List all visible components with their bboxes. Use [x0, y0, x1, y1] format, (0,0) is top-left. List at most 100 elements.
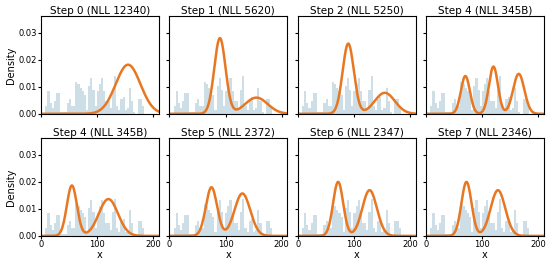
Bar: [373, 106, 375, 114]
Bar: [518, 112, 520, 114]
Bar: [493, 223, 495, 236]
Bar: [383, 230, 385, 236]
Bar: [382, 110, 383, 114]
Bar: [82, 92, 84, 114]
Bar: [341, 95, 343, 114]
Bar: [52, 108, 54, 114]
Bar: [270, 228, 272, 236]
Bar: [317, 234, 319, 236]
Title: Step 1 (NLL 5620): Step 1 (NLL 5620): [181, 6, 275, 15]
Bar: [234, 223, 236, 236]
Bar: [133, 112, 135, 114]
Bar: [358, 78, 360, 114]
Bar: [227, 84, 229, 114]
Bar: [336, 88, 338, 114]
Bar: [67, 225, 69, 236]
Bar: [499, 77, 501, 114]
Bar: [432, 214, 435, 236]
Title: Step 0 (NLL 12340): Step 0 (NLL 12340): [50, 6, 150, 15]
Bar: [450, 112, 452, 114]
X-axis label: x: x: [97, 251, 103, 260]
Bar: [462, 84, 465, 114]
Bar: [377, 221, 379, 236]
Bar: [232, 214, 234, 236]
Bar: [319, 234, 321, 236]
Bar: [257, 210, 259, 236]
Bar: [255, 108, 257, 114]
Bar: [458, 228, 460, 236]
Bar: [268, 221, 270, 236]
Bar: [217, 86, 218, 114]
Bar: [82, 214, 84, 236]
Bar: [189, 234, 191, 236]
Bar: [50, 103, 52, 114]
Bar: [454, 99, 456, 114]
Bar: [497, 90, 499, 114]
Bar: [302, 228, 304, 236]
Bar: [343, 110, 345, 114]
Bar: [105, 223, 107, 236]
Bar: [306, 103, 309, 114]
Bar: [479, 228, 482, 236]
Bar: [388, 101, 390, 114]
Bar: [488, 214, 491, 236]
Bar: [328, 228, 330, 236]
Bar: [186, 215, 189, 236]
Bar: [71, 106, 73, 114]
Bar: [99, 84, 101, 114]
Bar: [249, 99, 251, 114]
Bar: [195, 103, 197, 114]
Bar: [478, 212, 479, 236]
Bar: [69, 99, 71, 114]
Bar: [201, 228, 204, 236]
Bar: [379, 219, 382, 236]
Bar: [206, 206, 208, 236]
Bar: [460, 82, 462, 114]
Bar: [324, 225, 326, 236]
Bar: [52, 230, 54, 236]
Bar: [218, 201, 221, 236]
Bar: [508, 219, 510, 236]
Bar: [360, 214, 362, 236]
Bar: [347, 201, 349, 236]
Bar: [182, 101, 184, 114]
Bar: [345, 208, 347, 236]
Bar: [112, 90, 114, 114]
Bar: [518, 234, 520, 236]
Bar: [60, 112, 62, 114]
Bar: [97, 92, 99, 114]
Bar: [375, 232, 377, 236]
Bar: [118, 110, 121, 114]
Bar: [447, 112, 450, 114]
Bar: [454, 221, 456, 236]
Bar: [390, 112, 392, 114]
Bar: [341, 217, 343, 236]
Title: Step 5 (NLL 2372): Step 5 (NLL 2372): [181, 128, 275, 138]
Bar: [180, 108, 182, 114]
Bar: [48, 92, 50, 114]
Bar: [129, 210, 131, 236]
Bar: [200, 106, 201, 114]
Bar: [121, 99, 123, 114]
Bar: [116, 228, 118, 236]
Bar: [458, 106, 460, 114]
Bar: [255, 230, 257, 236]
Bar: [131, 101, 133, 114]
Bar: [107, 101, 109, 114]
Bar: [101, 201, 103, 236]
Bar: [251, 219, 253, 236]
Bar: [212, 95, 215, 114]
Bar: [450, 234, 452, 236]
Bar: [443, 215, 445, 236]
Bar: [452, 103, 454, 114]
Bar: [184, 93, 186, 114]
Bar: [140, 221, 142, 236]
Bar: [309, 230, 311, 236]
Bar: [473, 208, 476, 236]
Bar: [229, 201, 232, 236]
Bar: [388, 223, 390, 236]
Bar: [304, 214, 306, 236]
Bar: [495, 230, 497, 236]
Bar: [385, 210, 388, 236]
Bar: [366, 108, 368, 114]
